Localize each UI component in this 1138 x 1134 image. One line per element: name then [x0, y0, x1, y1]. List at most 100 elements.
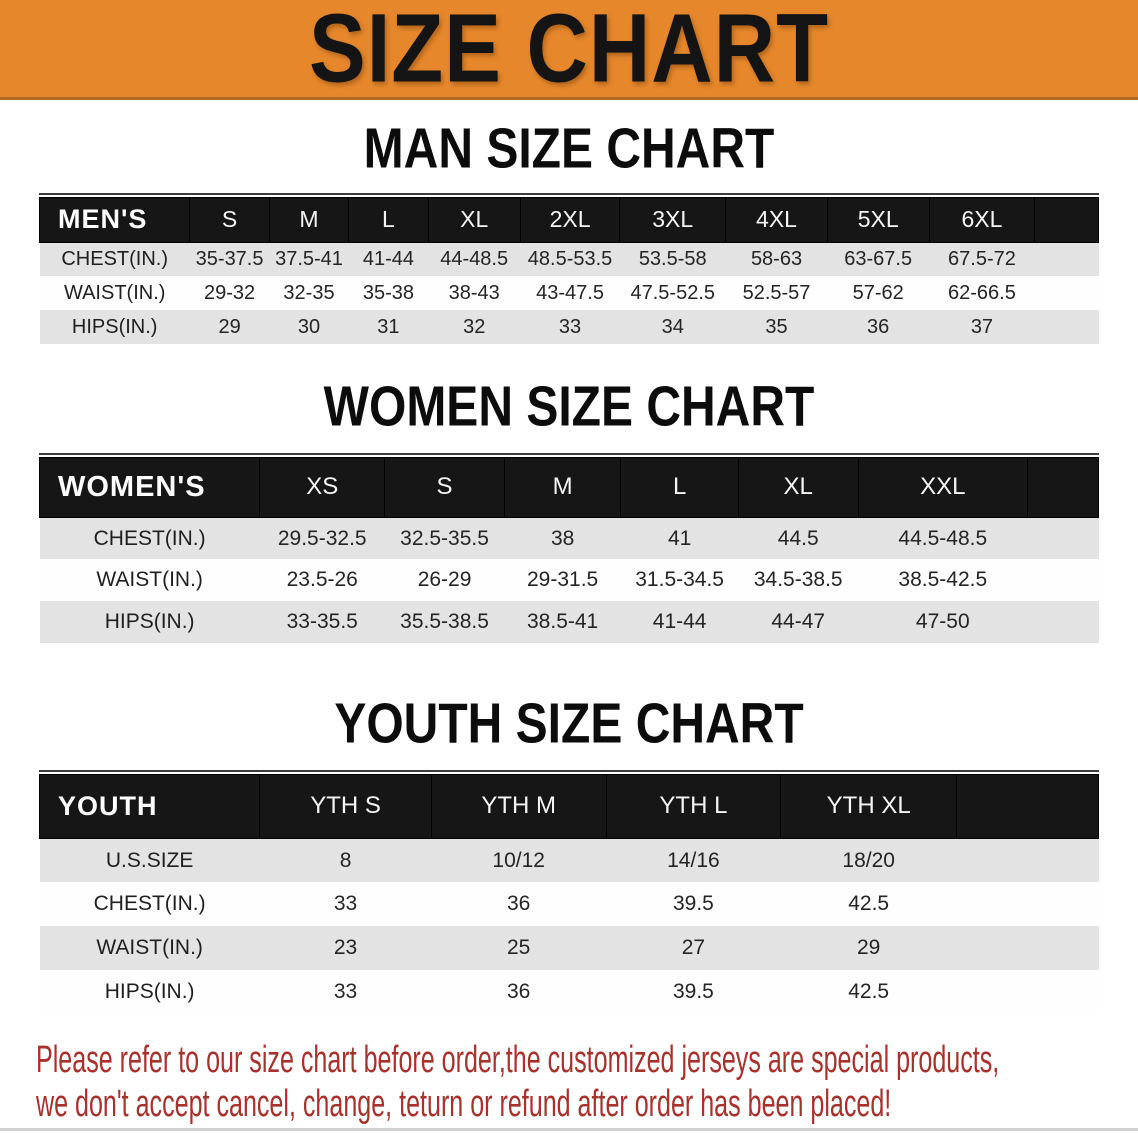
row-label-cell: CHEST(IN.) [93, 526, 206, 550]
youth-size-table: YOUTH YTH S YTH M YTH L YTH XL U.S.SIZE … [38, 773, 1099, 1015]
size-header-cell: L [348, 196, 429, 243]
row-label-cell: CHEST(IN.) [61, 247, 169, 270]
size-value-cell: 44-48.5 [440, 247, 509, 270]
size-value-cell: 38.5-42.5 [898, 568, 988, 592]
size-value-cell: 14/16 [667, 848, 720, 872]
size-value-cell: 35.5-38.5 [400, 610, 489, 634]
banner-title: SIZE CHART [309, 0, 829, 104]
size-value-cell: 44-47 [771, 610, 826, 634]
size-value-cell: 31 [377, 315, 400, 338]
size-value-cell: 26-29 [417, 568, 472, 592]
women-hips-row: HIPS(IN.) 33-35.5 35.5-38.5 38.5-41 41-4… [39, 601, 1099, 644]
size-value-cell: 32.5-35.5 [400, 526, 489, 550]
size-value-cell: 44.5-48.5 [898, 526, 988, 550]
size-value-cell: 35-37.5 [195, 247, 264, 270]
size-value-cell: 33 [558, 315, 582, 338]
row-label-cell: CHEST(IN.) [93, 892, 206, 916]
size-value-cell: 41 [667, 526, 692, 550]
size-header-cell: XL [737, 456, 859, 518]
youth-category-header: YOUTH [38, 773, 261, 839]
size-value-cell: 48.5-53.5 [527, 247, 613, 270]
disclaimer-line-2-text: we don't accept cancel, change, teturn o… [36, 1083, 892, 1126]
size-value-cell: 33-35.5 [286, 610, 358, 634]
size-value-cell: 33 [333, 892, 358, 916]
women-size-table: WOMEN'S XS S M L XL XXL CHEST(IN.) 29.5-… [38, 456, 1099, 644]
disclaimer: Please refer to our size chart before or… [36, 1038, 1138, 1126]
size-value-cell: 29 [218, 315, 241, 338]
women-category-header: WOMEN'S [38, 456, 261, 518]
youth-chest-row: CHEST(IN.) 33 36 39.5 42.5 [39, 882, 1099, 927]
size-value-cell: 37.5-41 [275, 247, 343, 270]
size-header-cell: 3XL [619, 196, 727, 243]
size-value-cell: 18/20 [842, 848, 895, 872]
men-category-header: MEN'S [38, 196, 191, 243]
disclaimer-line-1-text: Please refer to our size chart before or… [36, 1039, 1000, 1082]
spacer-cell [1028, 601, 1099, 643]
size-value-cell: 36 [507, 892, 531, 916]
size-value-cell: 30 [297, 315, 321, 338]
size-value-cell: 47-50 [915, 610, 970, 634]
man-section-heading-text: MAN SIZE CHART [363, 118, 775, 181]
size-value-cell: 36 [507, 980, 531, 1004]
disclaimer-line-2: we don't accept cancel, change, teturn o… [36, 1082, 1138, 1126]
youth-section-heading: YOUTH SIZE CHART [0, 693, 1138, 756]
size-value-cell: 41-44 [652, 610, 707, 634]
spacer-cell [1035, 242, 1099, 276]
size-value-cell: 35-38 [362, 281, 414, 304]
youth-ussize-row: U.S.SIZE 8 10/12 14/16 18/20 [39, 838, 1099, 883]
size-value-cell: 8 [339, 848, 352, 872]
men-chest-row: CHEST(IN.) 35-37.5 37.5-41 41-44 44-48.5… [39, 242, 1099, 277]
size-value-cell: 57-62 [852, 281, 904, 304]
men-hips-row: HIPS(IN.) 29 30 31 32 33 34 35 36 37 [39, 310, 1099, 345]
women-section-heading: WOMEN SIZE CHART [0, 376, 1138, 439]
size-value-cell: 34.5-38.5 [753, 568, 843, 592]
header-spacer-cell [1034, 196, 1099, 243]
size-value-cell: 10/12 [492, 848, 545, 872]
women-chest-row: CHEST(IN.) 29.5-32.5 32.5-35.5 38 41 44.… [39, 517, 1099, 560]
women-section-heading-text: WOMEN SIZE CHART [323, 376, 815, 439]
size-header-cell: 6XL [928, 196, 1036, 243]
spacer-cell [957, 882, 1099, 926]
size-header-cell: M [268, 196, 350, 243]
youth-hips-row: HIPS(IN.) 33 36 39.5 42.5 [39, 970, 1099, 1015]
size-value-cell: 38-43 [448, 281, 500, 304]
size-value-cell: 23 [333, 936, 358, 960]
size-value-cell: 27 [681, 936, 706, 960]
size-value-cell: 58-63 [750, 247, 803, 270]
bottom-edge-divider [0, 1128, 1138, 1131]
row-label-cell: WAIST(IN.) [96, 936, 203, 960]
size-header-cell: YTH XL [780, 773, 958, 839]
size-header-cell: XXL [857, 456, 1029, 518]
men-size-table-wrap: MEN'S S M L XL 2XL 3XL 4XL 5XL 6XL CHEST… [38, 192, 1099, 345]
size-value-cell: 41-44 [362, 247, 414, 270]
size-value-cell: 67.5-72 [948, 247, 1016, 270]
size-value-cell: 62-66.5 [948, 281, 1016, 304]
spacer-cell [1035, 276, 1099, 310]
size-header-cell: XS [259, 456, 386, 518]
size-value-cell: 38.5-41 [527, 610, 599, 634]
youth-size-table-wrap: YOUTH YTH S YTH M YTH L YTH XL U.S.SIZE … [38, 769, 1099, 1015]
size-value-cell: 29.5-32.5 [277, 526, 367, 550]
men-header-row: MEN'S S M L XL 2XL 3XL 4XL 5XL 6XL [38, 196, 1099, 243]
size-value-cell: 42.5 [848, 980, 890, 1004]
size-header-cell: 2XL [519, 196, 621, 243]
youth-section-heading-text: YOUTH SIZE CHART [334, 693, 804, 756]
man-section-heading: MAN SIZE CHART [0, 118, 1138, 181]
size-value-cell: 52.5-57 [742, 281, 811, 304]
women-size-table-wrap: WOMEN'S XS S M L XL XXL CHEST(IN.) 29.5-… [38, 452, 1099, 644]
youth-waist-row: WAIST(IN.) 23 25 27 29 [39, 926, 1099, 971]
size-header-cell: YTH L [605, 773, 782, 839]
youth-header-row: YOUTH YTH S YTH M YTH L YTH XL [38, 773, 1099, 839]
size-value-cell: 29-32 [204, 281, 256, 304]
size-value-cell: 47.5-52.5 [630, 281, 715, 304]
spacer-cell [1028, 559, 1099, 601]
size-value-cell: 63-67.5 [844, 247, 913, 270]
size-header-cell: S [384, 456, 505, 518]
header-spacer-cell [1027, 456, 1099, 518]
size-value-cell: 38 [550, 526, 575, 550]
women-header-row: WOMEN'S XS S M L XL XXL [38, 456, 1099, 518]
size-value-cell: 39.5 [672, 980, 714, 1004]
size-header-cell: S [189, 196, 270, 243]
size-value-cell: 31.5-34.5 [635, 568, 724, 592]
